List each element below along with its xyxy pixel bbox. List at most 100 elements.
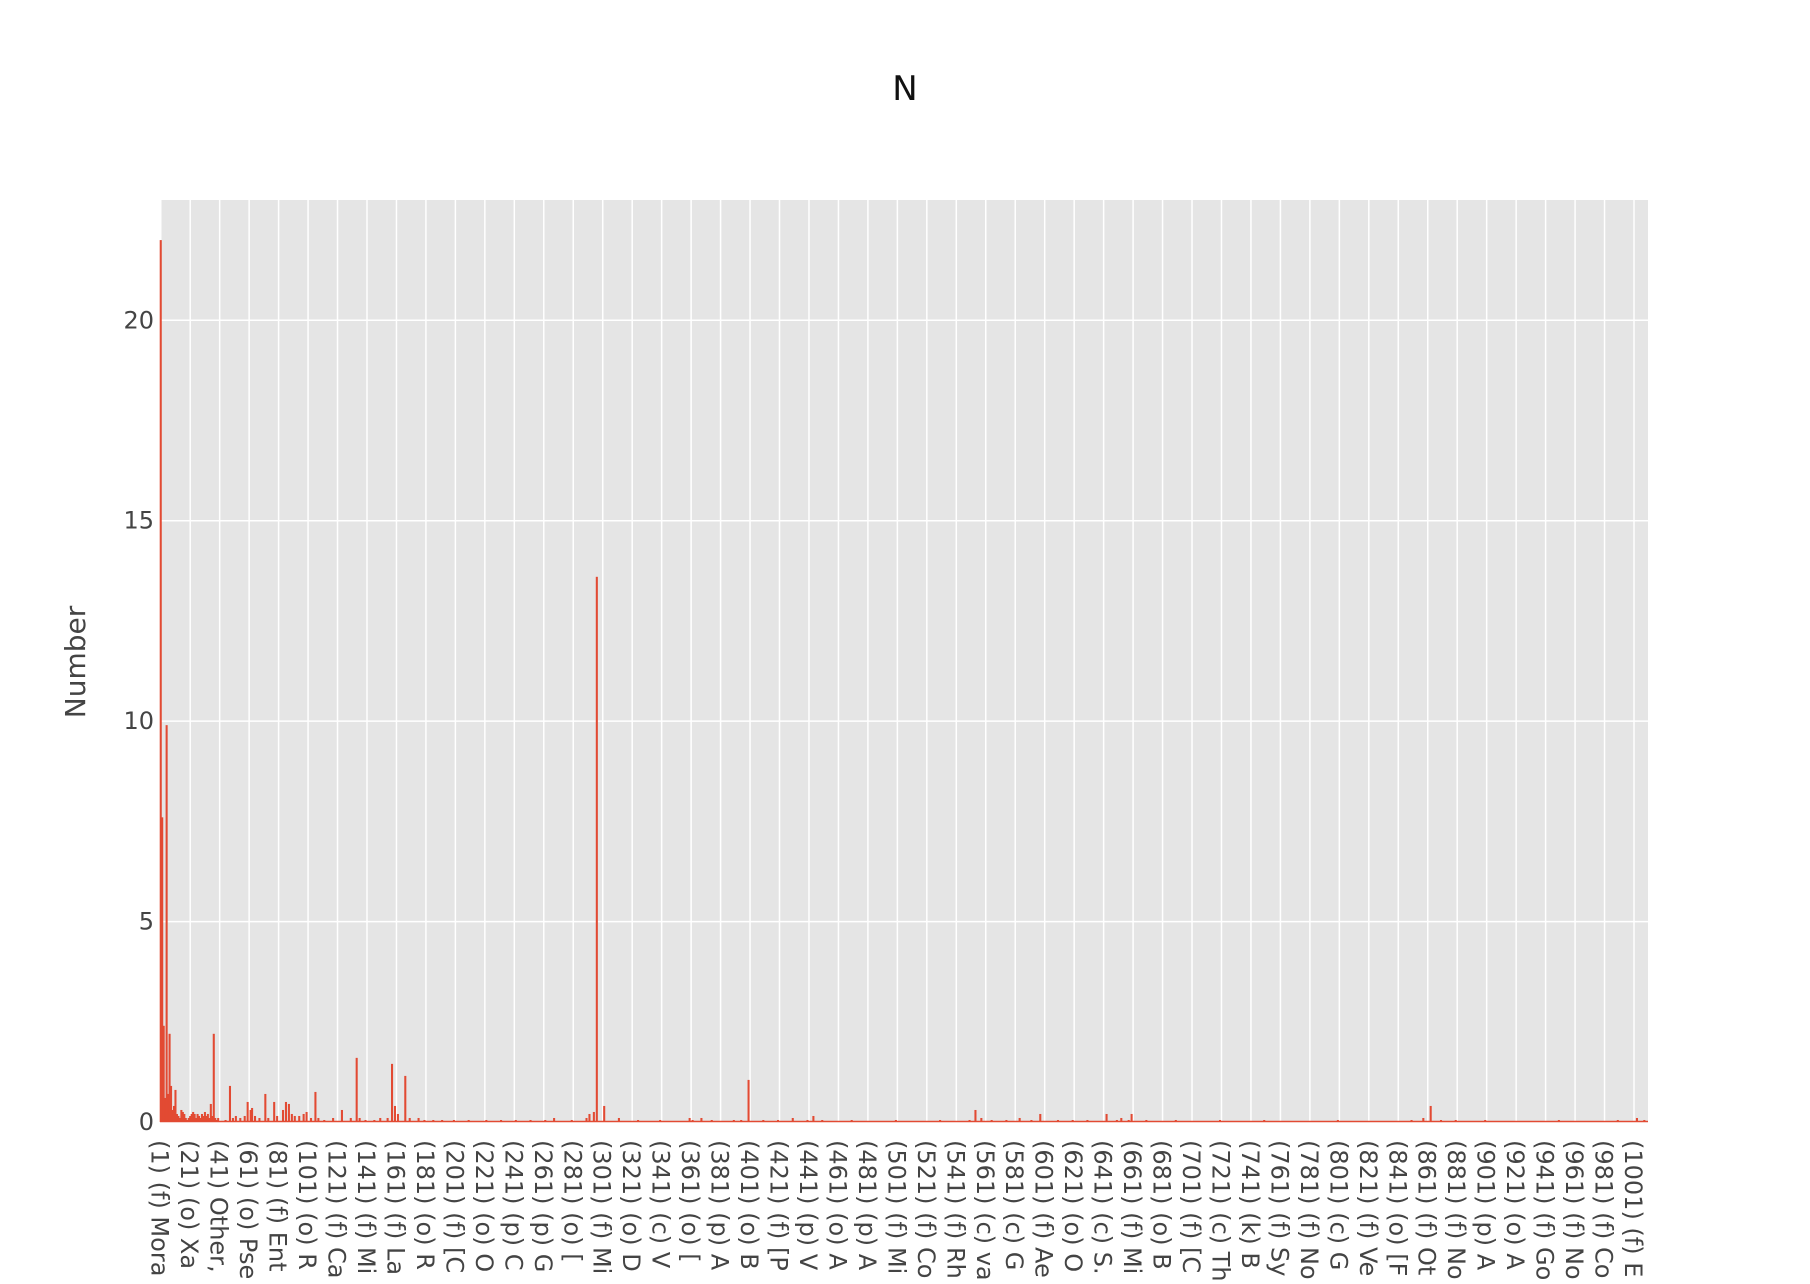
x-tick-label: (521) (f) Co bbox=[912, 1140, 940, 1278]
x-tick-label: (941) (f) Go bbox=[1531, 1140, 1559, 1280]
bar bbox=[700, 1117, 703, 1122]
bar bbox=[161, 817, 164, 1122]
bar bbox=[276, 1115, 279, 1122]
x-tick-label: (381) (p) A bbox=[706, 1140, 734, 1271]
x-tick-label: (861) (f) Ot bbox=[1413, 1140, 1441, 1275]
bar bbox=[195, 1117, 198, 1122]
bar bbox=[408, 1117, 411, 1122]
x-tick-label: (741) (k) B bbox=[1236, 1140, 1264, 1269]
y-tick-label: 0 bbox=[139, 1108, 154, 1136]
bar bbox=[167, 1093, 170, 1122]
bar bbox=[617, 1117, 620, 1122]
bar bbox=[171, 1109, 174, 1122]
x-tick-label: (661) (f) Mi bbox=[1118, 1140, 1146, 1274]
bar bbox=[396, 1113, 399, 1122]
bar bbox=[177, 1115, 180, 1122]
plot-background bbox=[160, 200, 1648, 1122]
bar bbox=[159, 240, 162, 1122]
x-tick-label: (801) (c) G bbox=[1324, 1140, 1352, 1270]
x-tick-label: (681) (o) B bbox=[1148, 1140, 1176, 1270]
bar bbox=[379, 1117, 382, 1122]
bar bbox=[386, 1117, 389, 1122]
bar bbox=[217, 1117, 220, 1122]
bar bbox=[1105, 1113, 1108, 1122]
x-tick-label: (21) (o) Xa bbox=[175, 1140, 203, 1269]
bar bbox=[211, 1115, 214, 1122]
x-tick-label: (441) (p) V bbox=[794, 1140, 822, 1271]
x-tick-label: (421) (f) [P bbox=[765, 1140, 793, 1271]
x-tick-label: (401) (o) B bbox=[735, 1140, 763, 1270]
y-axis-title: Number bbox=[59, 605, 92, 718]
bar bbox=[251, 1107, 254, 1122]
bar bbox=[249, 1109, 252, 1122]
bar bbox=[1429, 1105, 1432, 1122]
x-tick-label: (981) (f) Co bbox=[1590, 1140, 1618, 1278]
x-tick-label: (161) (f) La bbox=[381, 1140, 409, 1275]
bar bbox=[1635, 1117, 1638, 1122]
bar bbox=[239, 1117, 242, 1122]
bar bbox=[162, 1025, 165, 1122]
bar bbox=[980, 1117, 983, 1122]
bar bbox=[267, 1117, 270, 1122]
bar bbox=[183, 1113, 186, 1122]
bar bbox=[293, 1115, 296, 1122]
bar bbox=[314, 1091, 317, 1122]
bar bbox=[165, 725, 168, 1122]
x-tick-label: (961) (f) No bbox=[1560, 1140, 1588, 1280]
bar bbox=[253, 1115, 257, 1122]
bar bbox=[258, 1117, 261, 1122]
x-tick-label: (841) (o) [F bbox=[1383, 1140, 1411, 1276]
bar bbox=[592, 1111, 595, 1122]
bar bbox=[281, 1109, 285, 1122]
bars bbox=[159, 240, 1648, 1123]
bar bbox=[234, 1115, 237, 1122]
bar bbox=[417, 1117, 420, 1122]
x-tick-label: (1001) (f) E bbox=[1619, 1140, 1647, 1277]
bar bbox=[595, 576, 598, 1122]
bar bbox=[391, 1063, 394, 1122]
bar bbox=[812, 1115, 815, 1122]
bar bbox=[1039, 1113, 1042, 1122]
x-tick-label: (701) (f) [C bbox=[1177, 1140, 1205, 1273]
x-tick-label: (101) (o) R bbox=[293, 1140, 321, 1270]
bar bbox=[246, 1101, 249, 1122]
bar bbox=[196, 1113, 199, 1122]
bar bbox=[603, 1105, 606, 1122]
bar bbox=[184, 1117, 187, 1122]
bar bbox=[205, 1115, 208, 1122]
bar bbox=[172, 1105, 176, 1122]
chart-title: N bbox=[892, 69, 917, 109]
bar bbox=[298, 1115, 301, 1122]
bar bbox=[340, 1109, 343, 1122]
bar bbox=[284, 1101, 287, 1122]
bar bbox=[209, 1103, 212, 1122]
bar bbox=[264, 1093, 267, 1122]
bar bbox=[305, 1111, 308, 1122]
bar bbox=[1422, 1117, 1425, 1122]
bar bbox=[393, 1105, 397, 1122]
y-tick-label: 5 bbox=[139, 908, 154, 936]
x-tick-label: (1) (f) Mora bbox=[146, 1140, 174, 1276]
y-tick-label: 20 bbox=[123, 306, 154, 334]
bar bbox=[199, 1117, 202, 1122]
bar bbox=[302, 1113, 305, 1122]
bar bbox=[178, 1117, 181, 1122]
bar bbox=[747, 1079, 750, 1122]
x-tick-label: (241) (p) C bbox=[499, 1140, 527, 1271]
bar bbox=[332, 1117, 335, 1122]
x-tick-label: (281) (o) [ bbox=[558, 1140, 586, 1263]
x-tick-label: (601) (f) Ae bbox=[1030, 1140, 1058, 1278]
bar bbox=[200, 1113, 204, 1122]
x-tick-label: (761) (f) Sy bbox=[1265, 1140, 1293, 1276]
x-tick-label: (781) (f) No bbox=[1295, 1140, 1323, 1280]
bar bbox=[192, 1111, 195, 1122]
bar bbox=[974, 1109, 977, 1122]
x-tick-label: (221) (o) O bbox=[470, 1140, 498, 1272]
y-tick-label: 10 bbox=[123, 707, 154, 735]
x-tick-label: (461) (o) A bbox=[823, 1140, 851, 1270]
bar bbox=[175, 1113, 178, 1122]
bar bbox=[1120, 1117, 1123, 1122]
bar bbox=[1018, 1117, 1021, 1122]
bar bbox=[1130, 1113, 1133, 1122]
x-tick-label: (581) (c) G bbox=[1000, 1140, 1028, 1270]
